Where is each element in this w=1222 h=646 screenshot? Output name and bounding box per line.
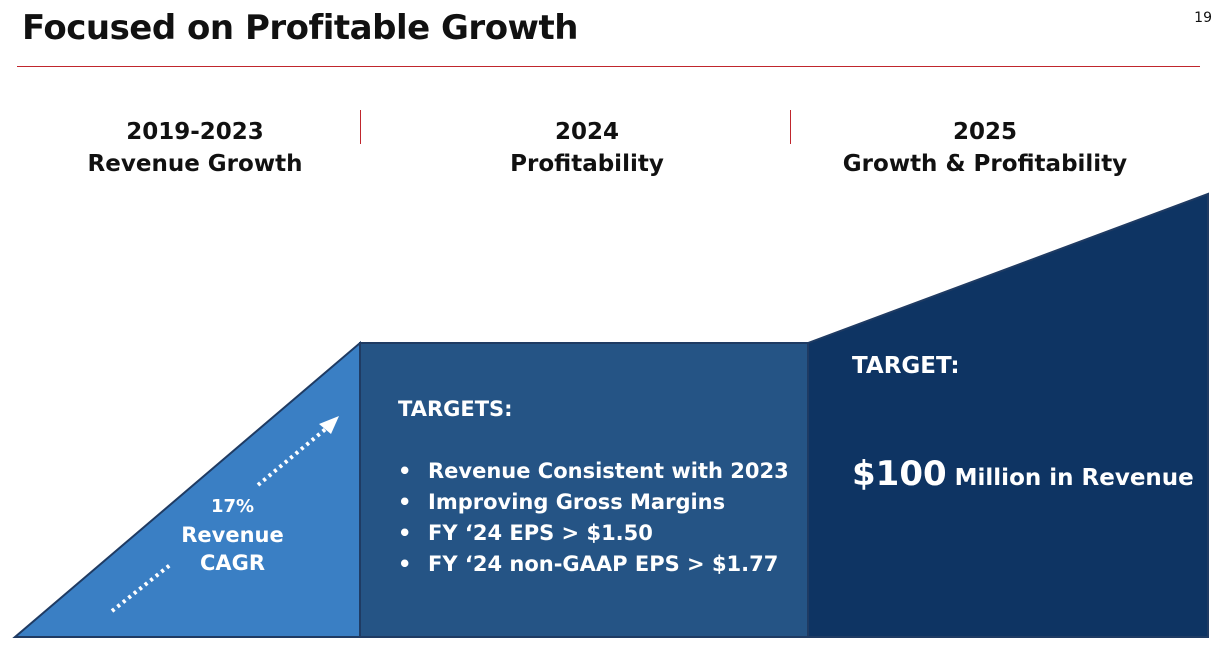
phase-2-label: Profitability xyxy=(510,151,664,177)
growth-arrow-head xyxy=(319,416,339,434)
phase-3-year: 2025 xyxy=(952,119,1017,145)
page-title: Focused on Profitable Growth xyxy=(22,8,578,48)
revenue-target-amount: $100 xyxy=(852,454,947,494)
title-divider xyxy=(17,66,1200,67)
phase-1-year: 2019-2023 xyxy=(126,119,264,145)
revenue-target-suffix: Million in Revenue xyxy=(946,465,1194,491)
phase-divider-1 xyxy=(360,110,361,144)
page-number: 19 xyxy=(1194,10,1212,26)
cagr-line-1: Revenue xyxy=(181,523,284,547)
revenue-target: $100 Million in Revenue xyxy=(852,454,1194,494)
target-heading: TARGET: xyxy=(852,353,960,379)
phase-2-header: 2024 Profitability xyxy=(447,116,727,180)
targets-list: Revenue Consistent with 2023 Improving G… xyxy=(398,456,789,580)
target-item-2: Improving Gross Margins xyxy=(398,487,789,518)
phase-3-label: Growth & Profitability xyxy=(842,151,1128,177)
phase-3-header: 2025 Growth & Profitability xyxy=(835,116,1135,180)
target-item-3: FY ‘24 EPS > $1.50 xyxy=(398,518,789,549)
growth-arrow-lower-segment xyxy=(110,563,172,613)
revenue-growth-triangle xyxy=(12,340,361,638)
growth-profitability-block xyxy=(807,192,1209,638)
phase-1-header: 2019-2023 Revenue Growth xyxy=(60,116,330,180)
target-item-4: FY ‘24 non-GAAP EPS > $1.77 xyxy=(398,549,789,580)
cagr-line-2: CAGR xyxy=(199,551,266,575)
phase-1-label: Revenue Growth xyxy=(87,151,303,177)
phase-2-year: 2024 xyxy=(554,119,619,145)
phase-divider-2 xyxy=(790,110,791,144)
cagr-percent: 17% xyxy=(210,496,255,517)
targets-heading: TARGETS: xyxy=(398,397,513,421)
target-item-1: Revenue Consistent with 2023 xyxy=(398,456,789,487)
cagr-label: 17% Revenue CAGR xyxy=(170,493,295,577)
growth-arrow-upper-segment xyxy=(256,425,330,487)
